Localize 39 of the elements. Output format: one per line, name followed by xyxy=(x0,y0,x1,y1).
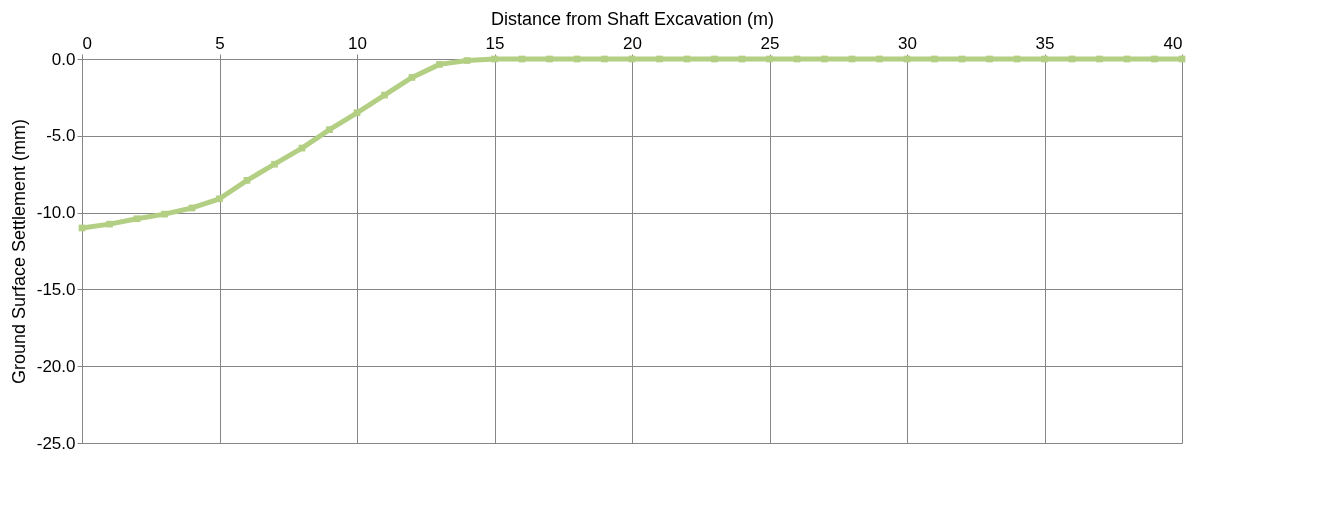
point xyxy=(133,215,141,223)
point xyxy=(106,220,113,228)
x-tick-label: 30 xyxy=(898,33,917,53)
x-axis-title: Distance from Shaft Excavation (m) xyxy=(490,8,775,29)
point xyxy=(161,210,168,218)
x-tick-label: 0 xyxy=(82,33,92,53)
point xyxy=(463,57,471,64)
point xyxy=(326,126,333,134)
y-tick-label: -10.0 xyxy=(36,203,76,223)
point xyxy=(931,55,938,63)
point xyxy=(1151,55,1158,63)
x-tick-label: 25 xyxy=(760,33,780,53)
point xyxy=(408,74,416,81)
x-tick-label: 40 xyxy=(1163,33,1183,53)
point xyxy=(243,176,251,184)
x-tick-label: 10 xyxy=(348,33,367,53)
y-tick-label: -25.0 xyxy=(36,433,76,453)
point xyxy=(1096,55,1103,63)
x-tick-label: 15 xyxy=(485,33,505,53)
y-tick-label: -20.0 xyxy=(36,356,76,376)
y-tick-label: -15.0 xyxy=(36,279,76,299)
point xyxy=(656,55,663,63)
point xyxy=(876,55,883,63)
point xyxy=(353,109,361,117)
y-axis-title: Ground Surface Settlement (mm) xyxy=(8,118,29,385)
point xyxy=(546,55,553,63)
point xyxy=(436,61,443,68)
x-tick-label: 20 xyxy=(623,33,642,53)
point xyxy=(986,55,993,63)
y-tick-label: 0.0 xyxy=(51,49,76,69)
point xyxy=(601,55,608,63)
y-tick-label: -5.0 xyxy=(46,126,76,146)
point xyxy=(271,160,278,168)
point xyxy=(216,195,223,203)
point xyxy=(711,55,718,63)
x-tick-label: 5 xyxy=(215,33,225,53)
point xyxy=(381,91,388,99)
x-tick-label: 35 xyxy=(1035,33,1055,53)
point xyxy=(821,55,828,63)
